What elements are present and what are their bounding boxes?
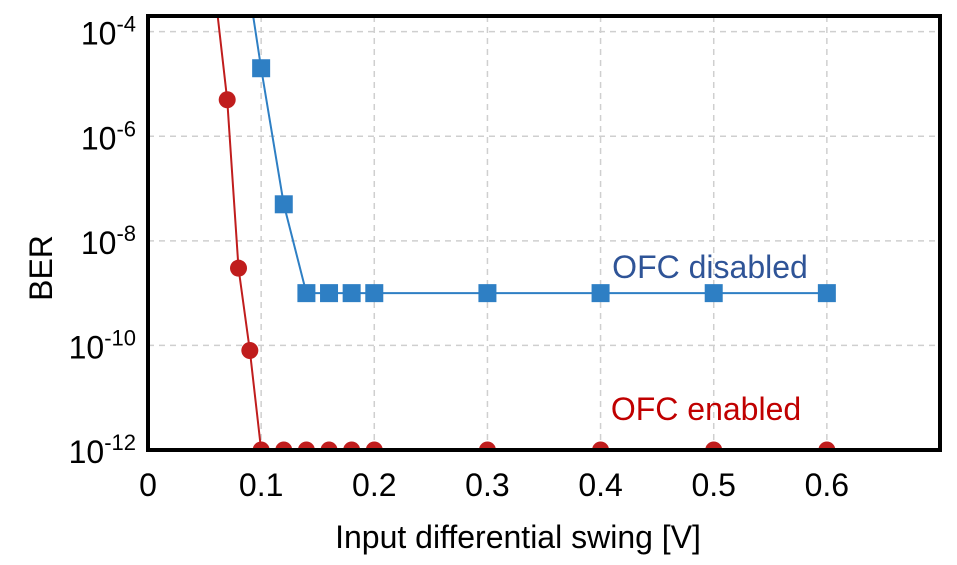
data-point-ofc-enabled [275,441,293,450]
x-tick-label: 0 [139,467,157,503]
data-point-ofc-disabled [320,284,339,303]
data-point-ofc-enabled [343,441,361,450]
data-point-ofc-enabled [705,441,723,450]
y-tick-label: 10-12 [69,430,136,470]
data-point-ofc-disabled [478,284,497,303]
data-point-ofc-disabled [591,284,610,303]
y-tick-label: 10-8 [81,221,136,261]
x-tick-labels: 0 0.1 0.2 0.3 0.4 0.5 0.6 [139,467,849,503]
series-line-ofc-enabled [216,16,827,450]
annotation-ofc-disabled: OFC disabled [612,249,808,285]
x-tick-label: 0.5 [691,467,735,503]
data-point-ofc-enabled [207,0,224,9]
data-point-ofc-enabled [218,91,236,109]
data-point-ofc-enabled [241,341,259,359]
grid-lines [148,16,940,450]
data-point-ofc-disabled [704,284,723,303]
series-layer [207,0,836,450]
data-point-ofc-enabled [320,441,338,450]
data-point-ofc-enabled [818,441,836,450]
plot-frame [146,14,942,452]
data-point-ofc-enabled [252,441,270,450]
y-tick-label: 10-10 [69,325,136,365]
data-point-ofc-disabled [274,195,293,214]
annotation-ofc-enabled: OFC enabled [611,391,801,427]
data-point-ofc-enabled [297,441,315,450]
data-point-ofc-disabled [252,59,271,78]
x-tick-label: 0.4 [578,467,622,503]
x-tick-label: 0.1 [239,467,283,503]
y-tick-labels: 10-4 10-6 10-8 10-10 10-12 [69,12,136,470]
data-point-ofc-enabled [478,441,496,450]
x-tick-label: 0.3 [465,467,509,503]
x-tick-label: 0.6 [805,467,849,503]
data-point-ofc-enabled [365,441,383,450]
data-point-ofc-disabled [297,284,316,303]
x-tick-label: 0.2 [352,467,396,503]
y-axis-label: BER [23,235,59,301]
y-tick-label: 10-4 [81,12,136,52]
data-point-ofc-enabled [230,259,248,277]
y-tick-label: 10-6 [81,116,136,156]
x-axis-label: Input differential swing [V] [335,519,701,555]
data-point-ofc-disabled [817,284,836,303]
data-point-ofc-disabled [342,284,361,303]
data-point-ofc-enabled [592,441,610,450]
data-point-ofc-disabled [365,284,384,303]
